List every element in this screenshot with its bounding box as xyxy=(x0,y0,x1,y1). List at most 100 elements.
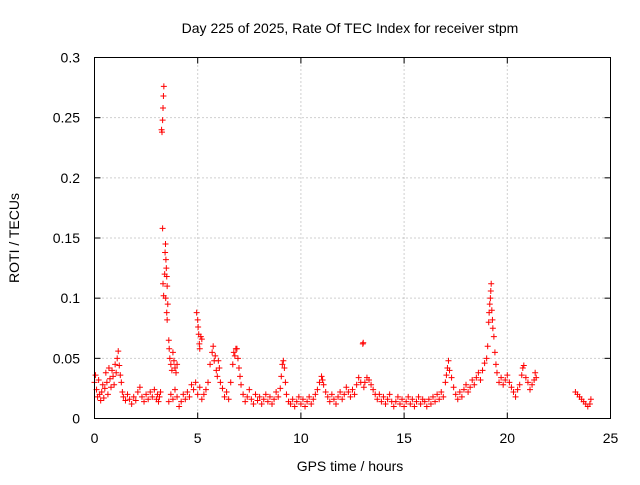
data-point xyxy=(423,403,430,410)
y-tick-label: 0.15 xyxy=(53,230,80,246)
data-point xyxy=(188,381,195,388)
y-tick-label: 0.3 xyxy=(61,50,81,66)
data-point xyxy=(316,379,323,386)
data-point xyxy=(227,379,234,386)
data-point xyxy=(164,316,171,323)
data-point xyxy=(324,393,331,400)
data-point xyxy=(522,374,529,381)
data-point xyxy=(533,374,540,381)
data-point xyxy=(304,398,311,405)
data-point xyxy=(345,389,352,396)
data-point xyxy=(427,401,434,408)
data-point xyxy=(448,374,455,381)
data-point xyxy=(160,280,167,287)
data-point xyxy=(198,396,205,403)
data-point xyxy=(411,403,418,410)
data-point xyxy=(160,83,167,90)
data-point xyxy=(343,384,350,391)
data-point xyxy=(258,401,265,408)
data-point xyxy=(124,391,131,398)
data-point xyxy=(450,384,457,391)
data-point xyxy=(244,393,251,400)
data-point xyxy=(446,367,453,374)
data-point xyxy=(403,398,410,405)
data-point xyxy=(360,339,367,346)
y-tick-label: 0.1 xyxy=(61,290,81,306)
data-point xyxy=(384,396,391,403)
data-point xyxy=(233,345,240,352)
y-tick-label: 0.25 xyxy=(53,110,80,126)
data-point xyxy=(173,369,180,376)
data-point xyxy=(532,369,539,376)
data-point xyxy=(111,381,118,388)
data-point xyxy=(407,401,414,408)
data-point xyxy=(234,355,241,362)
data-point xyxy=(205,379,212,386)
data-point xyxy=(237,373,244,380)
data-point xyxy=(113,369,120,376)
data-point xyxy=(456,389,463,396)
data-point xyxy=(527,386,534,393)
data-point xyxy=(250,401,257,408)
data-point xyxy=(405,393,412,400)
data-point xyxy=(382,401,389,408)
data-point xyxy=(454,396,461,403)
data-point xyxy=(489,316,496,323)
data-point xyxy=(97,397,104,404)
data-point xyxy=(349,386,356,393)
data-point xyxy=(413,398,420,405)
data-point xyxy=(322,389,329,396)
data-point xyxy=(109,367,116,374)
data-point xyxy=(101,385,108,392)
data-point xyxy=(164,301,171,308)
x-tick-label: 15 xyxy=(396,430,412,446)
data-point xyxy=(409,396,416,403)
data-point xyxy=(319,376,326,383)
data-point xyxy=(279,361,286,368)
data-point xyxy=(225,396,232,403)
data-point xyxy=(512,393,519,400)
data-point xyxy=(586,401,593,408)
data-point xyxy=(215,357,222,364)
data-point xyxy=(160,93,167,100)
data-point xyxy=(399,396,406,403)
data-point xyxy=(174,393,181,400)
data-point xyxy=(467,384,474,391)
data-point xyxy=(260,396,267,403)
data-point xyxy=(488,307,495,314)
data-point xyxy=(269,401,276,408)
data-point xyxy=(366,376,373,383)
data-point xyxy=(306,393,313,400)
data-point xyxy=(491,349,498,356)
data-point xyxy=(216,364,223,371)
data-point xyxy=(417,401,424,408)
data-point xyxy=(198,336,205,343)
data-point xyxy=(421,398,428,405)
data-point xyxy=(500,381,507,388)
data-point xyxy=(351,391,358,398)
y-tick-label: 0.2 xyxy=(61,170,81,186)
data-point xyxy=(217,379,224,386)
y-axis-label: ROTI / TECUs xyxy=(6,193,22,283)
data-point xyxy=(280,357,287,364)
x-tick-label: 0 xyxy=(91,430,99,446)
data-point xyxy=(117,372,124,379)
data-point xyxy=(182,396,189,403)
data-point xyxy=(370,386,377,393)
data-point xyxy=(295,393,302,400)
data-point xyxy=(92,372,99,379)
data-point xyxy=(196,384,203,391)
data-point xyxy=(401,403,408,410)
data-point xyxy=(314,386,321,393)
data-point xyxy=(368,381,375,388)
data-point xyxy=(230,349,237,356)
data-point xyxy=(283,391,290,398)
data-point xyxy=(442,379,449,386)
data-point xyxy=(502,376,509,383)
data-point xyxy=(293,398,300,405)
data-point xyxy=(256,393,263,400)
data-point xyxy=(487,287,494,294)
data-point xyxy=(190,386,197,393)
data-points xyxy=(91,83,594,410)
data-point xyxy=(102,369,109,376)
